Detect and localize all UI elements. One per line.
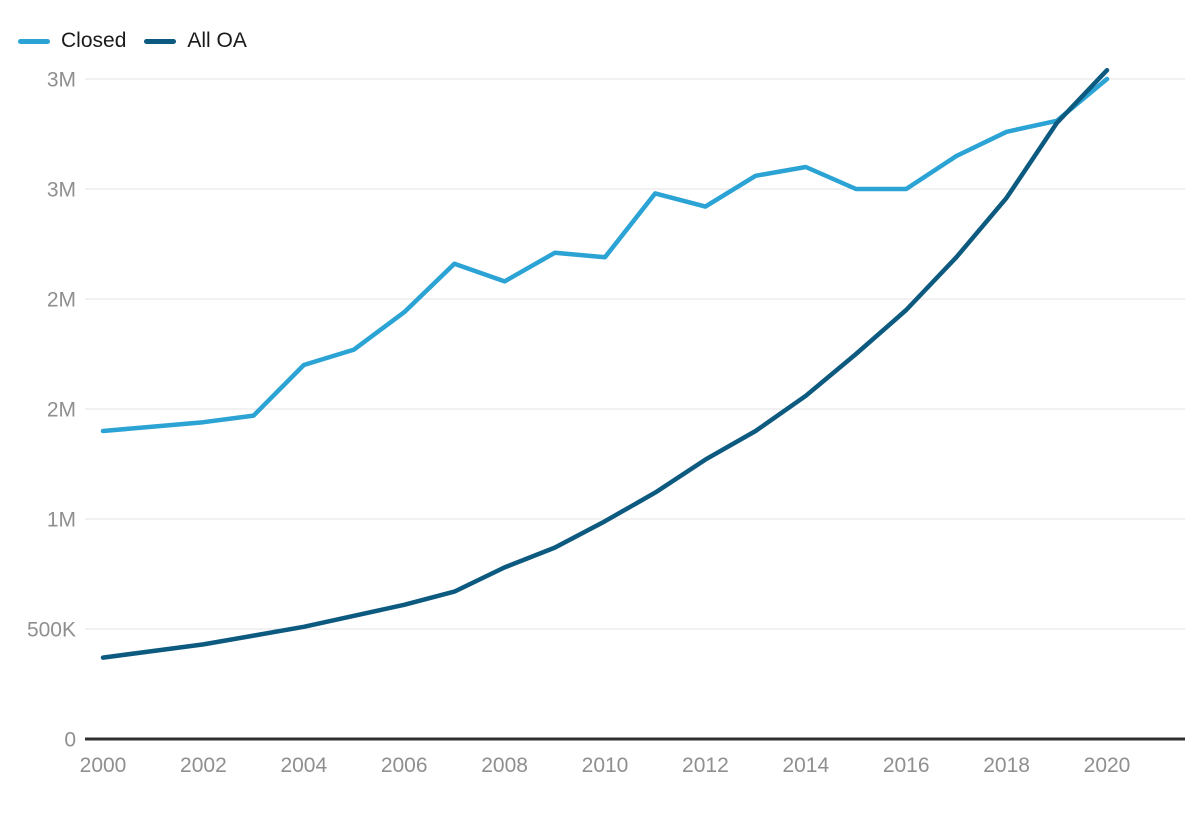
legend-swatch-icon [18,38,50,44]
x-axis-tick-label: 2010 [582,754,629,777]
legend-label: All OA [187,29,247,52]
x-axis-tick-label: 2012 [682,754,729,777]
x-axis-tick-label: 2000 [80,754,127,777]
x-axis-tick-label: 2014 [782,754,829,777]
series-line-all-oa [100,67,1110,660]
y-axis-tick-label: 500K [27,618,76,641]
x-axis-tick-label: 2002 [180,754,227,777]
y-axis-tick-label: 2M [47,398,76,421]
x-axis-tick-label: 2008 [481,754,528,777]
chart-legend: Closed All OA [18,28,265,54]
legend-swatch-icon [144,38,177,44]
y-axis-tick-label: 3M [47,68,76,91]
series-line-closed [100,76,1110,434]
y-axis-tick-label: 2M [47,288,76,311]
x-axis-tick-label: 2018 [983,754,1030,777]
x-axis-tick-label: 2006 [381,754,428,777]
legend-label: Closed [61,29,127,52]
legend-item-all-oa: All OA [144,28,247,54]
x-axis-tick-label: 2020 [1084,754,1131,777]
legend-item-closed: Closed [18,28,126,54]
y-axis-tick-label: 1M [47,508,76,531]
x-axis-tick-label: 2004 [280,754,327,777]
y-axis-tick-label: 0 [64,728,76,751]
x-axis-tick-label: 2016 [883,754,930,777]
y-axis-tick-label: 3M [47,178,76,201]
